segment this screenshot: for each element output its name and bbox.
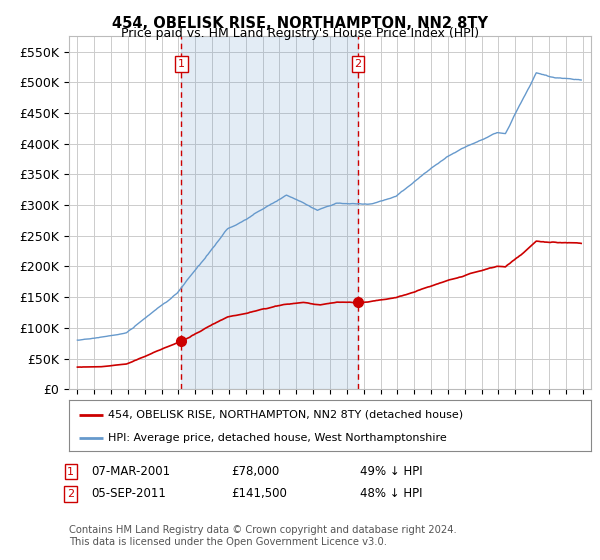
Bar [181, 36, 358, 389]
Text: Price paid vs. HM Land Registry's House Price Index (HPI): Price paid vs. HM Land Registry's House … [121, 27, 479, 40]
Text: 48% ↓ HPI: 48% ↓ HPI [360, 487, 422, 501]
Text: 1: 1 [67, 466, 74, 477]
Text: £141,500: £141,500 [231, 487, 287, 501]
Text: 1: 1 [178, 59, 185, 69]
Text: 454, OBELISK RISE, NORTHAMPTON, NN2 8TY (detached house): 454, OBELISK RISE, NORTHAMPTON, NN2 8TY … [108, 409, 463, 419]
Text: 2: 2 [355, 59, 362, 69]
Text: 454, OBELISK RISE, NORTHAMPTON, NN2 8TY: 454, OBELISK RISE, NORTHAMPTON, NN2 8TY [112, 16, 488, 31]
Text: £78,000: £78,000 [231, 465, 279, 478]
Text: Contains HM Land Registry data © Crown copyright and database right 2024.
This d: Contains HM Land Registry data © Crown c… [69, 525, 457, 547]
Text: HPI: Average price, detached house, West Northamptonshire: HPI: Average price, detached house, West… [108, 433, 447, 443]
Text: 05-SEP-2011: 05-SEP-2011 [91, 487, 166, 501]
Text: 49% ↓ HPI: 49% ↓ HPI [360, 465, 422, 478]
Text: 07-MAR-2001: 07-MAR-2001 [91, 465, 170, 478]
Text: 2: 2 [67, 489, 74, 499]
